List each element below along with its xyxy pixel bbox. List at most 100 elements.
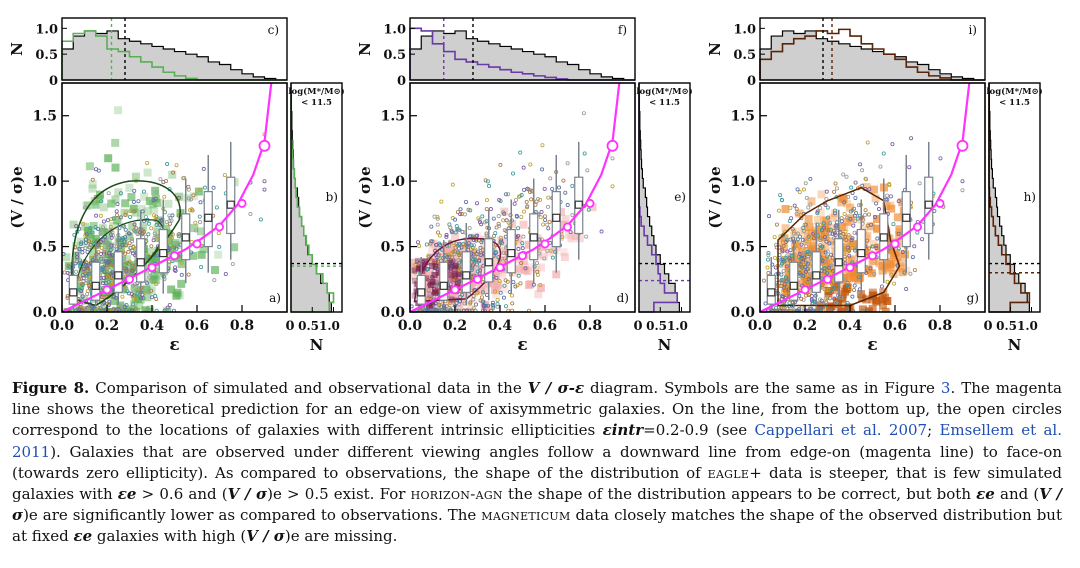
observed-histogram xyxy=(759,30,985,81)
observed-galaxy-point xyxy=(437,303,442,308)
observed-galaxy-point xyxy=(846,194,851,199)
y-axis-label: N xyxy=(356,42,374,56)
observed-galaxy-point xyxy=(832,208,837,213)
x-axis-label: N xyxy=(658,336,672,354)
observed-galaxy-point xyxy=(90,230,95,235)
simulation-pixel xyxy=(571,231,580,240)
observed-galaxy-point xyxy=(435,222,440,227)
observed-galaxy-point xyxy=(98,256,103,261)
observed-galaxy-point xyxy=(469,234,474,239)
simulation-pixel xyxy=(130,284,139,293)
observed-galaxy-point xyxy=(818,236,823,241)
observed-galaxy-point xyxy=(81,221,86,226)
observed-galaxy-point xyxy=(447,254,452,259)
y-tick-label: 0 xyxy=(49,74,58,89)
simulation-pixel xyxy=(779,244,788,253)
simulation-pixel xyxy=(534,290,543,299)
simulation-pixel xyxy=(482,304,491,312)
observed-galaxy-point xyxy=(426,254,431,259)
simulation-pixel xyxy=(539,252,548,261)
observed-galaxy-point xyxy=(98,199,103,204)
observed-galaxy-point xyxy=(540,167,545,172)
observed-galaxy-point xyxy=(498,290,503,295)
simulation-pixel xyxy=(139,222,148,231)
simulation-pixel xyxy=(150,205,159,214)
observed-galaxy-point xyxy=(800,237,805,242)
observed-galaxy-point xyxy=(480,290,485,295)
simulation-pixel xyxy=(873,224,882,233)
simulation-pixel xyxy=(429,302,436,309)
side-histogram-frame xyxy=(988,82,1041,313)
observed-galaxy-point xyxy=(818,308,823,312)
intrinsic-ellipticity-marker xyxy=(540,239,550,249)
intrinsic-ellipticity-marker xyxy=(606,139,619,152)
simulation-pixel xyxy=(441,256,450,265)
simulation-pixel xyxy=(892,258,901,267)
observed-galaxy-point xyxy=(799,262,804,267)
observed-galaxy-point xyxy=(131,302,136,307)
observed-galaxy-point xyxy=(797,190,802,195)
observed-galaxy-point xyxy=(808,202,813,207)
observed-galaxy-point xyxy=(186,184,191,189)
observed-galaxy-point xyxy=(495,304,500,309)
simulation-pixel xyxy=(410,258,417,267)
citation-link[interactable]: Emsellem et al. 2011 xyxy=(12,421,1062,461)
observed-galaxy-point xyxy=(130,248,135,253)
simulation-pixel xyxy=(891,248,900,257)
simulation-pixel xyxy=(467,284,476,293)
observed-galaxy-point xyxy=(503,278,508,283)
simulation-pixel xyxy=(101,237,110,246)
observed-galaxy-point xyxy=(823,202,828,207)
simulation-pixel xyxy=(99,203,108,212)
observed-galaxy-point xyxy=(483,178,488,183)
observed-galaxy-point xyxy=(801,251,806,256)
observed-galaxy-point xyxy=(785,238,790,243)
simulation-pixel xyxy=(111,195,120,204)
observed-galaxy-point xyxy=(103,239,108,244)
observed-galaxy-point xyxy=(782,288,787,293)
simulation-pixel xyxy=(862,183,871,192)
observed-galaxy-point xyxy=(144,308,149,312)
observed-galaxy-point xyxy=(493,251,498,256)
simulation-pixel xyxy=(88,184,97,193)
observed-galaxy-point xyxy=(938,156,943,161)
observed-histogram xyxy=(638,83,680,313)
observed-galaxy-point xyxy=(462,212,467,217)
observed-galaxy-point xyxy=(858,292,863,297)
y-axis-label: N xyxy=(706,42,724,56)
simulation-pixel xyxy=(443,250,452,259)
simulation-pixel xyxy=(878,266,887,275)
observed-galaxy-point xyxy=(478,298,483,303)
observed-galaxy-point xyxy=(81,276,86,281)
simulation-pixel xyxy=(116,301,125,310)
observed-galaxy-point xyxy=(141,296,146,301)
observed-galaxy-point xyxy=(828,231,833,236)
box-body xyxy=(439,261,449,301)
simulation-pixel xyxy=(895,225,904,234)
simulation-pixel xyxy=(452,262,459,269)
simulation-pixel xyxy=(129,300,138,309)
figure-reference-link[interactable]: 3 xyxy=(940,379,951,397)
simulation-pixel xyxy=(827,257,836,266)
simulation-pixel xyxy=(523,267,532,276)
observed-galaxy-point xyxy=(896,246,901,251)
simulation-pixel xyxy=(189,251,198,260)
observed-galaxy-point xyxy=(118,215,123,220)
simulation-pixel xyxy=(802,247,811,256)
observed-galaxy-point xyxy=(450,182,455,187)
x-tick-label: 0.2 xyxy=(443,318,467,334)
simulation-pixel xyxy=(145,248,154,257)
observed-galaxy-point xyxy=(461,243,466,248)
citation-link[interactable]: Cappellari et al. 2007 xyxy=(754,421,928,440)
simulation-pixel xyxy=(781,224,790,233)
observed-galaxy-point xyxy=(133,306,138,311)
simulation-pixel xyxy=(449,254,458,263)
x-tick-label: 0.6 xyxy=(185,318,209,334)
simulation-pixel xyxy=(798,251,807,260)
simulation-pixel xyxy=(164,237,173,246)
simulation-pixel xyxy=(125,270,134,279)
observed-galaxy-point xyxy=(433,301,438,306)
simulation-pixel xyxy=(841,287,850,296)
simulation-pixel xyxy=(524,281,533,290)
observed-galaxy-point xyxy=(845,301,850,306)
